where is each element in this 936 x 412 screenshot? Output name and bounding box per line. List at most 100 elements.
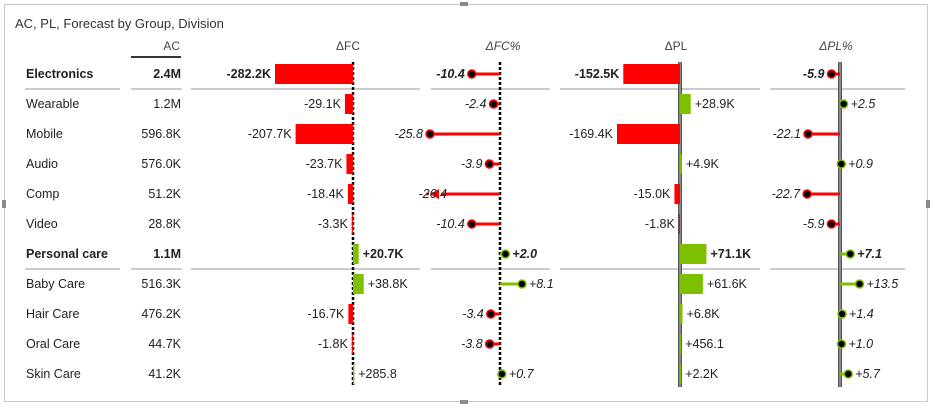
dpl-label: +2.2K [685,367,719,381]
dfcp-pin-head [425,129,435,139]
dfcp-label: +0.7 [509,367,535,381]
dplp-label: +7.1 [857,247,882,261]
ac-value: 2.4M [153,67,181,81]
dfc-bar [348,304,353,324]
column-header-dfc: ΔFC [336,39,360,53]
dfcp-pin-head [500,249,511,259]
row-label: Oral Care [26,337,80,351]
right-resize-handle[interactable] [926,200,930,208]
bottom-resize-handle[interactable] [460,400,468,404]
dfcp-pin-head [484,339,495,349]
row-label: Baby Care [26,277,85,291]
dfcp-label: -25.8 [395,127,424,141]
dfcp-pin-head [517,279,527,289]
dpl-bar [680,244,707,264]
dplp-pin-head [803,129,813,139]
dfcp-pin-head [467,69,477,79]
column-header-ac: AC [163,39,180,53]
row-label: Skin Care [26,367,81,381]
ac-value: 28.8K [148,217,181,231]
dfcp-label: -3.8 [461,337,483,351]
dplp-pin-head [845,249,856,259]
dplp-label: +13.5 [867,277,899,291]
dplp-label: +0.9 [848,157,873,171]
dfcp-label: -26.4 [419,187,448,201]
row-label: Audio [26,157,58,171]
dfc-bar [295,124,353,144]
dpl-label: +456.1 [685,337,724,351]
top-resize-handle[interactable] [460,2,468,6]
dfcp-label: -3.9 [461,157,483,171]
dfc-label: -16.7K [308,307,345,321]
row-label: Electronics [26,67,93,81]
column-header-dplp: ΔPL% [818,39,853,53]
dplp-label: +1.0 [848,337,873,351]
dfc-bar [353,364,355,384]
dfc-label: -18.4K [307,187,344,201]
dpl-label: -169.4K [569,127,613,141]
left-resize-handle[interactable] [2,200,6,208]
row-label: Comp [26,187,59,201]
ac-value: 1.2M [153,97,181,111]
row-label: Hair Care [26,307,80,321]
dpl-label: +28.9K [695,97,736,111]
dplp-pin-head [836,339,847,349]
dplp-label: -5.9 [803,217,825,231]
dpl-label: -1.8K [645,217,676,231]
dfcp-pin-head [497,369,507,379]
dplp-pin-head [843,369,854,379]
dplp-pin-head [826,69,837,79]
dfc-bar [344,94,353,114]
dplp-pin-head [836,159,847,169]
ac-value: 596.8K [141,127,181,141]
dfc-bar [347,184,353,204]
dpl-bar [680,334,682,354]
row-label: Wearable [26,97,79,111]
row-label: Mobile [26,127,63,141]
dfc-label: -1.8K [318,337,349,351]
column-header-dpl: ΔPL [665,39,688,53]
dfc-bar [351,214,353,234]
dfc-bar [275,64,353,84]
dplp-label: +2.5 [851,97,876,111]
dfcp-label: -10.4 [436,67,465,81]
row-label: Video [26,217,58,231]
dplp-pin-head [854,279,865,289]
ac-value: 516.3K [141,277,181,291]
dpl-label: -15.0K [634,187,671,201]
dfcp-pin-head [484,159,495,169]
dplp-label: -5.9 [803,67,825,81]
row-label: Personal care [26,247,108,261]
dpl-label: -152.5K [575,67,619,81]
dpl-label: +6.8K [687,307,721,321]
dpl-label: +61.6K [707,277,748,291]
dfc-label: -23.7K [306,157,343,171]
dfc-bar [346,154,353,174]
dplp-pin-head [826,219,837,229]
ac-value: 576.0K [141,157,181,171]
dfc-label: -282.2K [227,67,271,81]
dfcp-label: -2.4 [465,97,487,111]
dfc-label: -29.1K [304,97,341,111]
dfc-label: +285.8 [358,367,397,381]
dfcp-pin-head [467,219,477,229]
dplp-label: -22.7 [772,187,802,201]
visual-container: AC, PL, Forecast by Group, Division [4,4,928,402]
ac-value: 51.2K [148,187,181,201]
ac-value: 44.7K [148,337,181,351]
dpl-bar [623,64,680,84]
dpl-bar [680,304,683,324]
chart-title: AC, PL, Forecast by Group, Division [15,16,224,31]
dplp-pin-head [802,189,812,199]
dplp-label: -22.1 [773,127,802,141]
ac-value: 41.2K [148,367,181,381]
dplp-pin-head [837,309,847,319]
dfc-label: -3.3K [318,217,349,231]
dfcp-label: +2.0 [512,247,537,261]
dfcp-label: +8.1 [529,277,554,291]
dfc-label: +20.7K [363,247,404,261]
dpl-bar [680,154,682,174]
dpl-label: +4.9K [686,157,720,171]
dpl-bar [678,214,680,234]
